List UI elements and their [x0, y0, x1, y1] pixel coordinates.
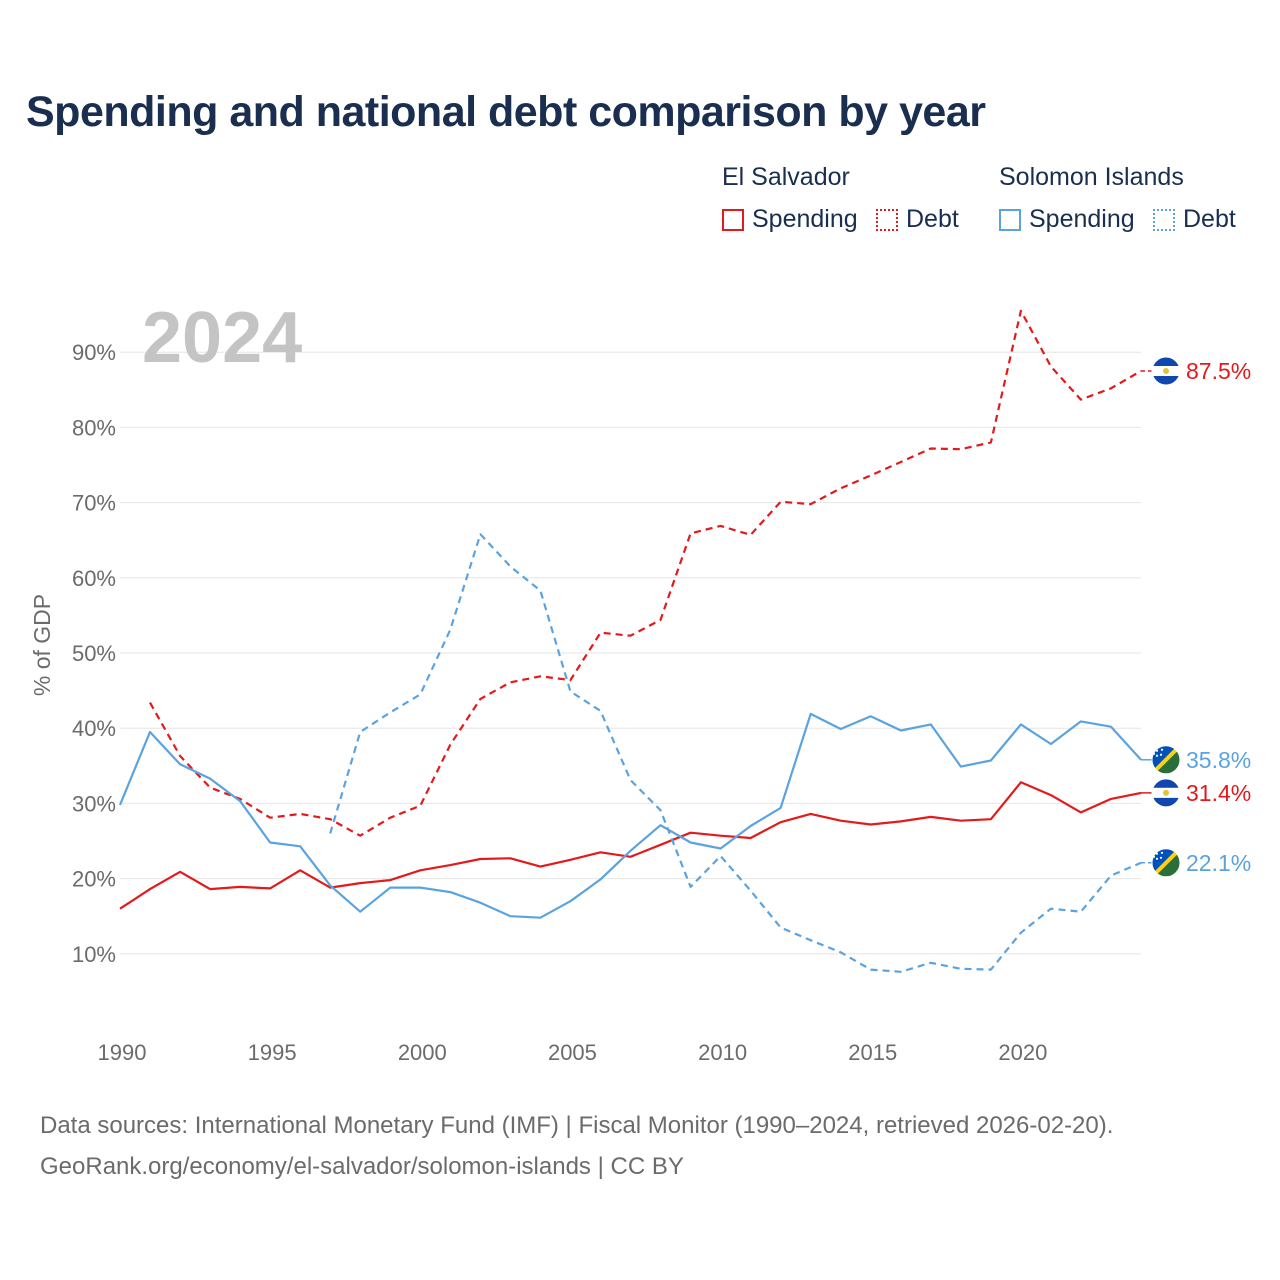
flag-clip — [1152, 848, 1180, 877]
series-line-el-salvador-spending — [119, 781, 1142, 910]
source-line-2: GeoRank.org/economy/el-salvador/solomon-… — [40, 1153, 684, 1180]
y-tick-label: 20% — [72, 867, 116, 892]
legend-label: Spending — [752, 205, 858, 233]
flag-star — [1155, 754, 1159, 757]
flag-clip — [1152, 778, 1180, 807]
x-tick-label: 2015 — [848, 1040, 897, 1065]
line-chart: 2024 10% 20% 30% 40% 50% 60% 70% 80% 90% 1990 1995… — [29, 298, 1251, 1065]
end-value-label: 31.4% — [1186, 780, 1251, 806]
y-tick-label: 10% — [72, 942, 116, 967]
legend-label: Debt — [1183, 205, 1236, 233]
flag-ring — [1151, 778, 1181, 808]
el-salvador-flag-icon — [1151, 778, 1181, 808]
series-layer — [118, 309, 1142, 973]
end-value-label: 35.8% — [1186, 747, 1251, 773]
flag-stripe-top — [1152, 778, 1180, 788]
axis-layer: 10% 20% 30% 40% 50% 60% 70% 80% 90% 1990 1995 2000 2… — [72, 340, 1047, 1065]
legend-el-salvador-title: El Salvador — [722, 163, 850, 191]
legend-solomon-islands-debt[interactable]: Debt — [1153, 205, 1236, 234]
year-watermark: 2024 — [142, 298, 302, 378]
legend-solomon-islands-spending[interactable]: Spending — [999, 205, 1135, 234]
flag-star — [1159, 753, 1163, 756]
x-tick-label: 2000 — [398, 1040, 447, 1065]
end-value-label: 22.1% — [1186, 850, 1251, 876]
source-note: Data sources: International Monetary Fun… — [40, 1105, 1113, 1187]
y-tick-label: 50% — [72, 641, 116, 666]
flag-ring — [1151, 356, 1181, 386]
x-tick-label: 2020 — [998, 1040, 1047, 1065]
flag-emblem — [1163, 789, 1169, 796]
y-tick-label: 90% — [72, 340, 116, 365]
flag-ring — [1151, 745, 1181, 775]
legend-swatch-solid-red — [722, 208, 744, 231]
y-tick-label: 70% — [72, 491, 116, 516]
legend-label: Spending — [1029, 205, 1135, 233]
solomon-islands-flag-icon — [1151, 848, 1181, 878]
end-labels-layer: 87.5% 35.8% 31.4% 22.1% — [1141, 356, 1251, 878]
flag-stripe-top — [1152, 357, 1180, 366]
flag-clip — [1152, 745, 1180, 774]
end-value-label: 87.5% — [1186, 358, 1251, 384]
source-line-1: Data sources: International Monetary Fun… — [40, 1112, 1114, 1139]
el-salvador-flag-icon — [1151, 356, 1181, 386]
flag-emblem — [1163, 368, 1169, 374]
legend-solomon-islands-title: Solomon Islands — [999, 163, 1184, 191]
legend-label: Debt — [906, 205, 959, 233]
solomon-islands-flag-icon — [1151, 745, 1181, 775]
flag-stripe-bottom — [1152, 376, 1180, 385]
y-tick-label: 30% — [72, 791, 116, 816]
flag-stripe-bottom — [1152, 797, 1180, 807]
x-tick-label: 1990 — [98, 1040, 147, 1065]
legend-swatch-dotted-blue — [1153, 208, 1175, 231]
legend-el-salvador-spending[interactable]: Spending — [722, 205, 858, 234]
flag-clip — [1152, 357, 1180, 385]
x-tick-label: 2010 — [698, 1040, 747, 1065]
series-line-solomon-islands-spending — [118, 712, 1142, 919]
series-line-el-salvador-debt — [149, 309, 1142, 837]
x-tick-label: 2005 — [548, 1040, 597, 1065]
chart-title: Spending and national debt comparison by… — [26, 88, 986, 136]
legend-el-salvador-debt[interactable]: Debt — [876, 205, 959, 234]
flag-star — [1160, 851, 1164, 854]
y-tick-label: 80% — [72, 415, 116, 440]
y-axis-label: % of GDP — [29, 594, 55, 696]
y-tick-label: 60% — [72, 566, 116, 591]
grid-layer — [120, 351, 1141, 955]
legend-swatch-solid-blue — [999, 208, 1021, 231]
y-tick-label: 40% — [72, 716, 116, 741]
x-tick-label: 1995 — [248, 1040, 297, 1065]
flag-star — [1159, 856, 1163, 859]
legend-swatch-dotted-red — [876, 208, 898, 231]
series-line-solomon-islands-debt — [329, 533, 1142, 973]
flag-ring — [1151, 848, 1181, 878]
flag-star — [1160, 748, 1164, 751]
flag-star — [1155, 857, 1159, 860]
